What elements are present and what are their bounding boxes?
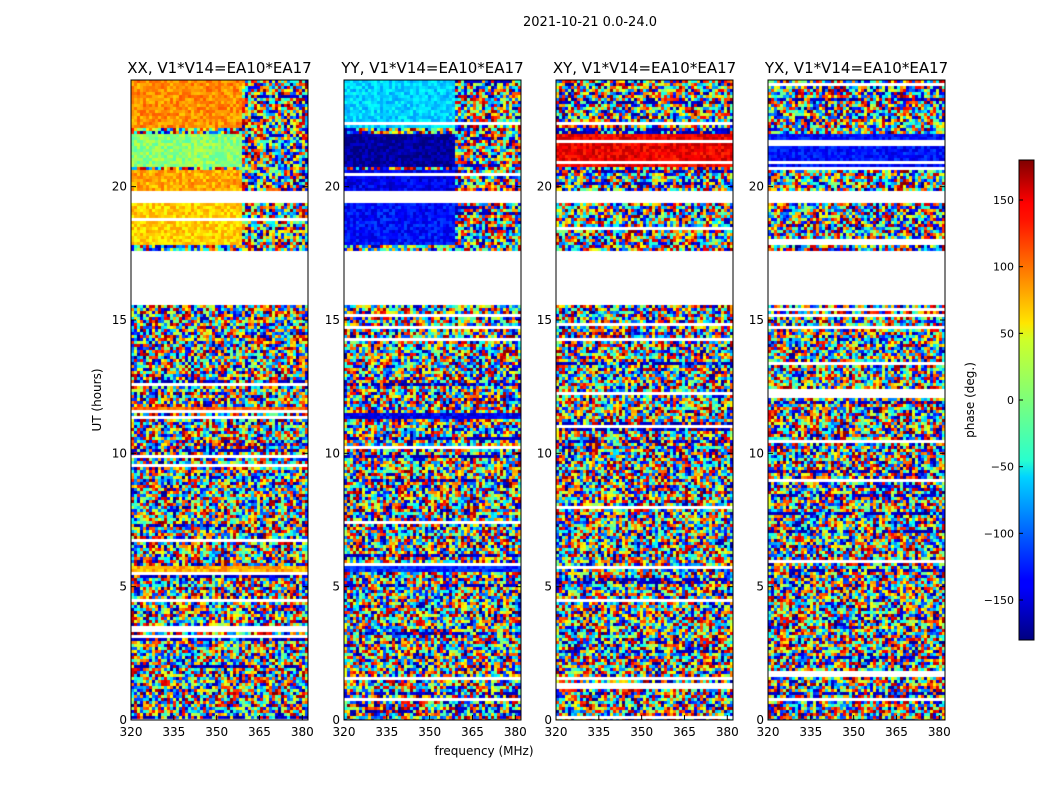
heatmap-image [131,80,308,720]
y-tick-label: 10 [325,446,340,460]
figure-title: 2021-10-21 0.0-24.0 [523,15,657,30]
y-tick-label: 5 [119,580,127,594]
panels: XX, V1*V14=EA10*EA17 0 5 10 15 20 320 335 350 365… [112,59,951,739]
panel-title: XX, V1*V14=EA10*EA17 [127,59,311,77]
y-tick-label: 5 [544,580,552,594]
y-tick-label: 0 [332,713,340,727]
x-tick-label: 335 [799,725,822,739]
x-tick-label: 320 [333,725,356,739]
x-tick-label: 350 [418,725,441,739]
y-tick-label: 10 [749,446,764,460]
y-tick-label: 0 [544,713,552,727]
colorbar-tick-label: −50 [991,461,1014,474]
colorbar-tick-label: −150 [984,594,1014,607]
colorbar-tick-label: −100 [984,527,1014,540]
colorbar-label: phase (deg.) [963,362,977,438]
y-tick-label: 15 [325,313,340,327]
heatmap-image [344,80,521,720]
y-tick-label: 15 [112,313,127,327]
panel-frame [130,79,309,721]
y-axis-label: UT (hours) [90,368,104,431]
x-tick-label: 335 [375,725,398,739]
x-tick-label: 320 [120,725,143,739]
x-tick-label: 320 [757,725,780,739]
y-tick-label: 5 [756,580,764,594]
x-axis-label: frequency (MHz) [434,744,533,758]
colorbar-tick-label: 150 [993,194,1014,207]
panel-2: XY, V1*V14=EA10*EA17 0 5 10 15 20 320 335 350 365… [537,59,739,739]
x-tick-label: 365 [248,725,271,739]
x-tick-label: 350 [205,725,228,739]
y-tick-label: 10 [537,446,552,460]
x-tick-label: 350 [842,725,865,739]
panel-frame [555,79,734,721]
y-tick-label: 20 [112,180,127,194]
panel-title: YY, V1*V14=EA10*EA17 [340,59,523,77]
colorbar-tick-label: 0 [1007,394,1014,407]
y-tick-label: 5 [332,580,340,594]
panel-1: YY, V1*V14=EA10*EA17 0 5 10 15 20 320 335 350 365… [325,59,527,739]
colorbar-tick-label: 50 [1000,327,1014,340]
panel-frame [343,79,522,721]
y-tick-label: 0 [119,713,127,727]
panel-title: XY, V1*V14=EA10*EA17 [553,59,736,77]
colorbar: phase (deg.) 150 100 50 0 −50 −100 −150 [963,159,1035,641]
heatmap-image [768,80,945,720]
x-tick-label: 365 [461,725,484,739]
x-tick-label: 365 [885,725,908,739]
y-tick-label: 20 [537,180,552,194]
panel-title: YX, V1*V14=EA10*EA17 [764,59,948,77]
heatmap-image [556,80,733,720]
panel-0: XX, V1*V14=EA10*EA17 0 5 10 15 20 320 335 350 365… [112,59,314,739]
x-tick-label: 380 [291,725,314,739]
x-tick-label: 380 [928,725,951,739]
panel-frame [767,79,946,721]
y-tick-label: 15 [537,313,552,327]
y-tick-label: 10 [112,446,127,460]
x-tick-label: 365 [673,725,696,739]
panel-3: YX, V1*V14=EA10*EA17 0 5 10 15 20 320 335 350 365… [749,59,951,739]
y-tick-label: 20 [325,180,340,194]
x-tick-label: 380 [504,725,527,739]
x-tick-label: 335 [587,725,610,739]
y-tick-label: 15 [749,313,764,327]
x-tick-label: 380 [716,725,739,739]
y-tick-label: 20 [749,180,764,194]
x-tick-label: 335 [162,725,185,739]
y-tick-label: 0 [756,713,764,727]
colorbar-tick-label: 100 [993,261,1014,274]
x-tick-label: 350 [630,725,653,739]
x-tick-label: 320 [545,725,568,739]
